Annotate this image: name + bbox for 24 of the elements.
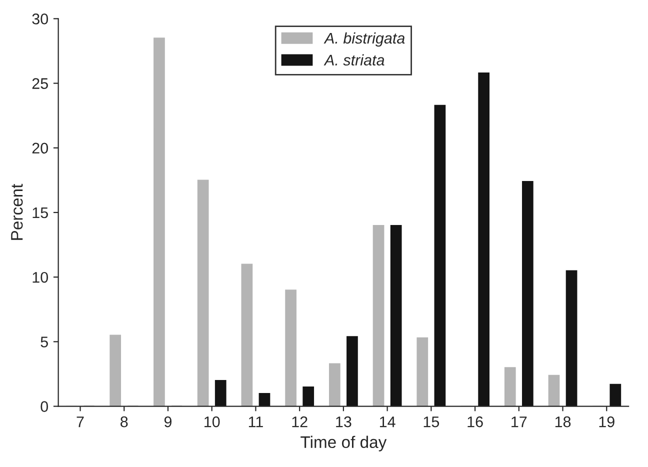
x-tick-label: 16 (468, 416, 483, 428)
y-tick-label: 0 (40, 401, 48, 412)
y-tick-label: 5 (40, 336, 48, 348)
y-axis-title: Percent (11, 184, 23, 240)
x-tick-label: 7 (76, 416, 84, 428)
x-tick-label: 9 (164, 416, 172, 428)
y-tick-label: 25 (32, 78, 48, 89)
x-tick-label: 15 (424, 416, 440, 428)
y-tick-label: 20 (32, 142, 48, 154)
x-tick-label: 13 (336, 416, 352, 428)
y-tick-label: 10 (32, 272, 48, 283)
y-tick-label: 15 (32, 208, 48, 218)
x-tick-label: 8 (120, 416, 128, 428)
y-tick-label: 30 (32, 14, 48, 24)
x-tick-label: 14 (380, 416, 396, 428)
x-tick-label: 18 (555, 416, 571, 428)
x-tick-label: 12 (292, 416, 308, 428)
x-tick-label: 10 (204, 416, 220, 428)
x-tick-label: 19 (599, 416, 614, 428)
legend-label: A. striata (324, 54, 384, 66)
x-tick-label: 17 (512, 416, 527, 428)
legend-label: A. bistrigata (324, 32, 405, 47)
x-axis-title: Time of day (300, 436, 387, 452)
x-tick-label: 11 (248, 416, 263, 428)
